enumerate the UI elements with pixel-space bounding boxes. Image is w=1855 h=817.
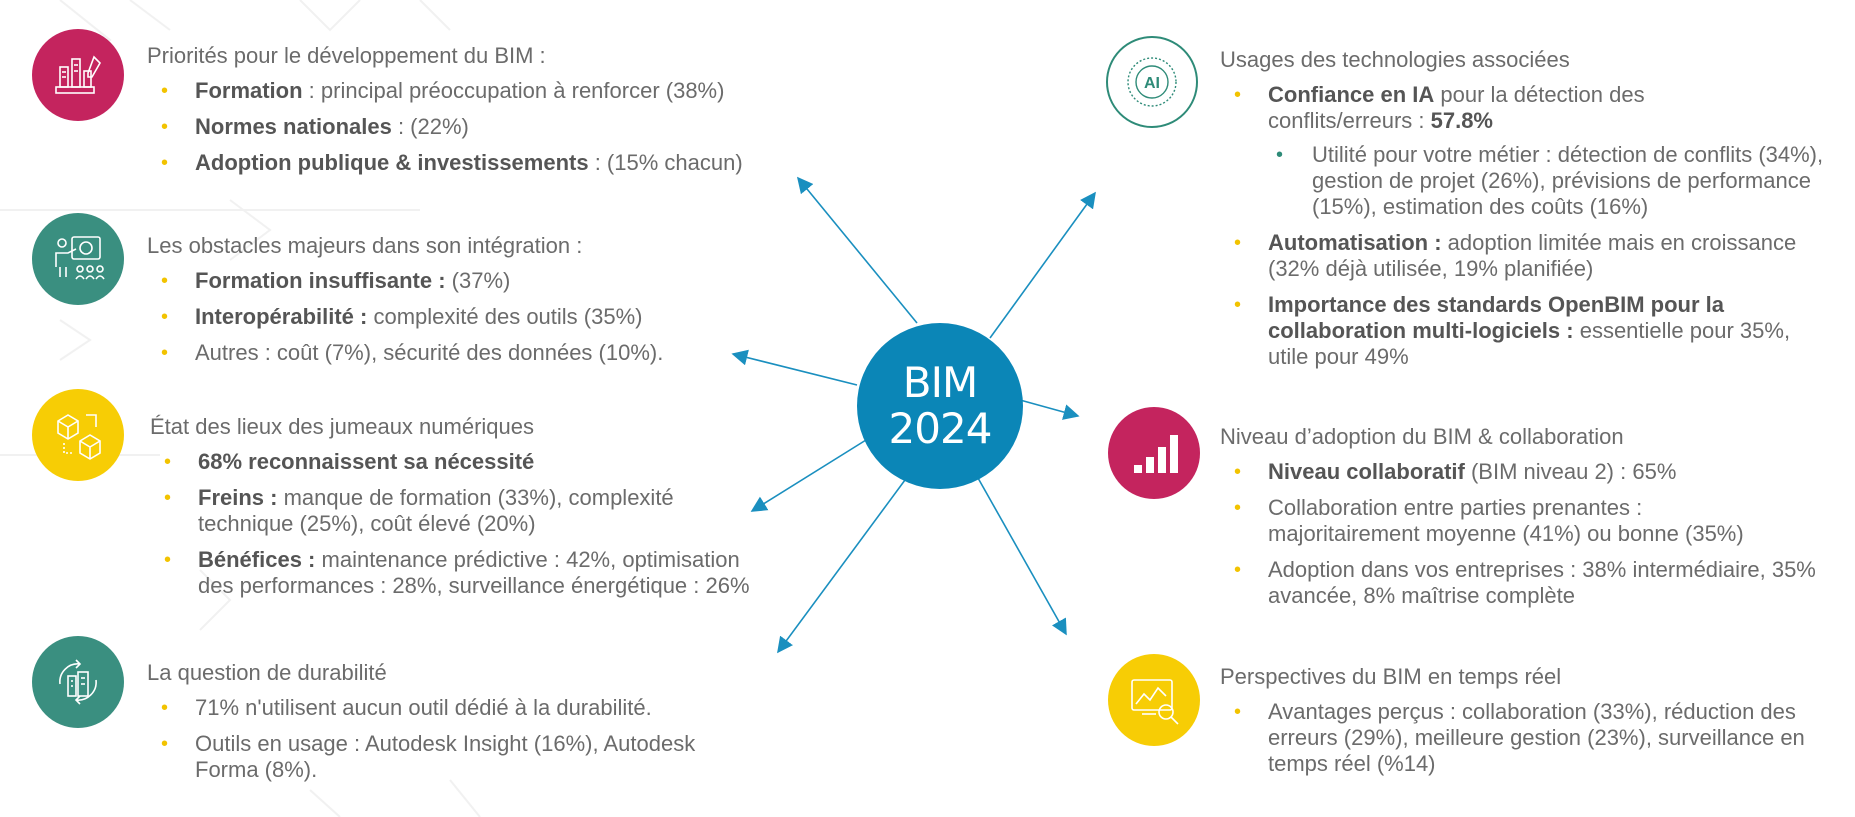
sustainability-heading: La question de durabilité xyxy=(147,660,387,685)
list-item: Formation : principal préoccupation à re… xyxy=(147,78,807,104)
planning-icon xyxy=(32,29,124,121)
sub-list-item: Utilité pour votre métier : détection de… xyxy=(1268,142,1832,220)
digital-twins-section: État des lieux des jumeaux numériques 68… xyxy=(150,413,810,609)
bar-chart-icon xyxy=(1108,407,1200,499)
list-item: Formation insuffisante : (37%) xyxy=(147,268,807,294)
digital-twin-icon xyxy=(32,389,124,481)
list-item: Avantages perçus : collaboration (33%), … xyxy=(1220,699,1808,777)
list-item: Niveau collaboratif (BIM niveau 2) : 65% xyxy=(1220,459,1840,485)
list-item: Automatisation : adoption limitée mais e… xyxy=(1220,230,1848,282)
sustainability-icon xyxy=(32,636,124,728)
center-line-2: 2024 xyxy=(888,404,993,453)
adoption-section: Niveau d’adoption du BIM & collaboration… xyxy=(1220,423,1840,619)
real-time-heading: Perspectives du BIM en temps réel xyxy=(1220,664,1562,689)
obstacles-section: Les obstacles majeurs dans son intégrati… xyxy=(147,232,807,376)
sustainability-section: La question de durabilité 71% n'utilisen… xyxy=(147,659,807,793)
technologies-heading: Usages des technologies associées xyxy=(1220,47,1570,72)
list-item: Confiance en IA pour la détection des co… xyxy=(1220,82,1823,220)
ai-icon-label: AI xyxy=(1144,75,1160,92)
analytics-search-icon xyxy=(1108,654,1200,746)
obstacles-heading: Les obstacles majeurs dans son intégrati… xyxy=(147,233,583,258)
list-item: Adoption dans vos entreprises : 38% inte… xyxy=(1220,557,1838,609)
arrow-digital-twins xyxy=(750,439,867,512)
list-item: Outils en usage : Autodesk Insight (16%)… xyxy=(147,731,755,783)
arrow-adoption xyxy=(1019,399,1080,420)
list-item: Collaboration entre parties prenantes : … xyxy=(1220,495,1798,547)
arrow-sustainability xyxy=(777,479,906,654)
list-item: 71% n'utilisent aucun outil dédié à la d… xyxy=(147,695,807,721)
list-item: Importance des standards OpenBIM pour la… xyxy=(1220,292,1828,370)
list-item: 68% reconnaissent sa nécessité xyxy=(150,449,810,475)
arrow-priorities xyxy=(796,176,918,324)
digital-twins-heading: État des lieux des jumeaux numériques xyxy=(150,414,534,439)
list-item: Freins : manque de formation (33%), comp… xyxy=(150,485,718,537)
bim-2024-center-circle: BIM 2024 xyxy=(857,323,1023,489)
arrow-technologies xyxy=(989,191,1096,339)
list-item: Autres : coût (7%), sécurité des données… xyxy=(147,340,807,366)
list-item: Adoption publique & investissements : (1… xyxy=(147,150,807,176)
list-item: Normes nationales : (22%) xyxy=(147,114,807,140)
ai-icon: AI xyxy=(1106,36,1198,128)
real-time-section: Perspectives du BIM en temps réel Avanta… xyxy=(1220,663,1840,787)
adoption-heading: Niveau d’adoption du BIM & collaboration xyxy=(1220,424,1624,449)
priorities-section: Priorités pour le développement du BIM :… xyxy=(147,42,807,186)
priorities-heading: Priorités pour le développement du BIM : xyxy=(147,43,546,68)
center-line-1: BIM xyxy=(902,358,978,407)
list-item: Bénéfices : maintenance prédictive : 42%… xyxy=(150,547,758,599)
technologies-section: Usages des technologies associées Confia… xyxy=(1220,46,1840,380)
presentation-icon xyxy=(32,213,124,305)
list-item: Interopérabilité : complexité des outils… xyxy=(147,304,807,330)
arrow-real-time xyxy=(977,477,1067,636)
